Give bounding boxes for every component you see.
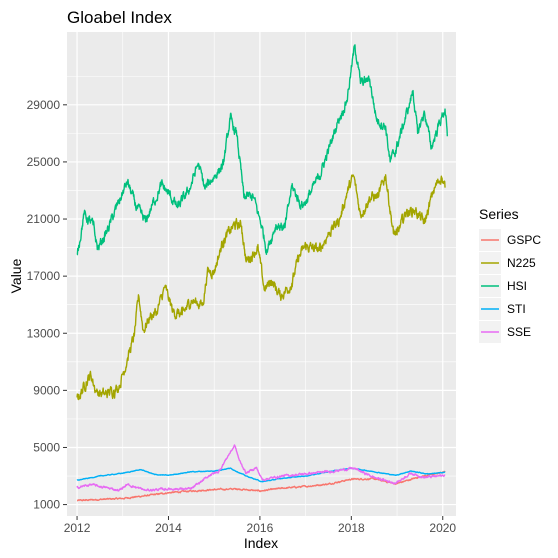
- y-tick-label: 13000: [27, 326, 61, 340]
- chart-title: Gloabel Index: [67, 8, 172, 27]
- y-tick-label: 5000: [33, 440, 60, 454]
- x-axis: 2012 2014 2016 2018 2020: [64, 516, 456, 535]
- y-tick-label: 1000: [33, 498, 60, 512]
- series-line-n225: [76, 174, 446, 401]
- y-axis-title: Value: [8, 258, 24, 293]
- y-tick-label: 25000: [27, 155, 61, 169]
- series-line-sse: [76, 444, 446, 492]
- y-tick-label: 29000: [27, 98, 61, 112]
- legend-title: Series: [479, 206, 519, 222]
- legend: Series GSPC N225 HSI STI SSE: [479, 206, 541, 343]
- legend-label-hsi: HSI: [507, 279, 527, 293]
- x-tick-label: 2014: [155, 521, 182, 535]
- series-line-hsi: [76, 44, 449, 256]
- legend-label-gspc: GSPC: [507, 233, 541, 247]
- plot-panel: [67, 32, 456, 516]
- x-tick-label: 2020: [429, 521, 456, 535]
- y-tick-label: 17000: [27, 269, 61, 283]
- series-line-sti: [76, 467, 446, 483]
- series-lines: [76, 44, 449, 502]
- legend-label-sse: SSE: [507, 325, 531, 339]
- x-tick-label: 2018: [338, 521, 365, 535]
- legend-label-n225: N225: [507, 256, 536, 270]
- y-tick-label: 9000: [33, 383, 60, 397]
- x-tick-label: 2012: [64, 521, 91, 535]
- y-axis: 1000 5000 9000 13000 17000 21000 25000 29000: [27, 98, 67, 512]
- x-tick-label: 2016: [247, 521, 274, 535]
- y-tick-label: 21000: [27, 212, 61, 226]
- legend-label-sti: STI: [507, 302, 526, 316]
- x-axis-title: Index: [244, 535, 278, 551]
